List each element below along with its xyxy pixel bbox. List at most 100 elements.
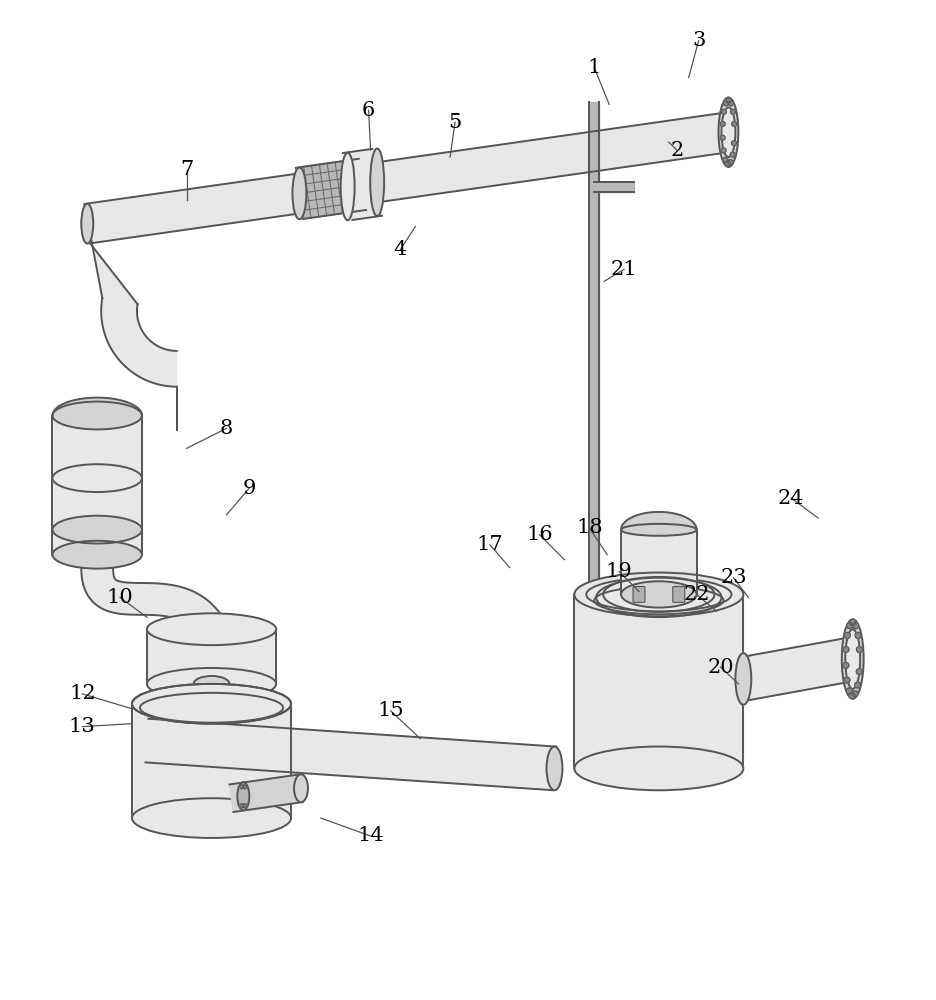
Text: 1: 1 — [588, 58, 601, 77]
Ellipse shape — [132, 798, 291, 838]
Polygon shape — [590, 102, 599, 709]
Ellipse shape — [147, 668, 276, 700]
Text: 13: 13 — [69, 717, 95, 736]
Circle shape — [722, 109, 726, 114]
Circle shape — [728, 160, 733, 165]
Ellipse shape — [736, 653, 752, 705]
Ellipse shape — [132, 684, 291, 724]
Ellipse shape — [575, 573, 743, 616]
Ellipse shape — [238, 782, 249, 810]
Ellipse shape — [586, 578, 731, 611]
Circle shape — [856, 632, 861, 638]
Text: 23: 23 — [720, 568, 747, 587]
Text: 17: 17 — [476, 535, 504, 554]
Circle shape — [240, 785, 244, 789]
Circle shape — [732, 121, 737, 126]
Circle shape — [732, 141, 737, 146]
Ellipse shape — [622, 524, 696, 536]
Circle shape — [855, 682, 860, 688]
Ellipse shape — [371, 149, 384, 216]
Circle shape — [723, 157, 728, 162]
Ellipse shape — [52, 516, 142, 544]
Polygon shape — [84, 204, 138, 304]
Circle shape — [852, 691, 858, 697]
Text: 2: 2 — [670, 141, 683, 160]
Text: 18: 18 — [576, 518, 603, 537]
Text: 12: 12 — [69, 684, 95, 703]
Polygon shape — [52, 398, 142, 416]
Text: 5: 5 — [448, 113, 461, 132]
Circle shape — [849, 693, 856, 699]
Polygon shape — [132, 704, 291, 818]
Circle shape — [856, 647, 862, 653]
Polygon shape — [622, 512, 696, 530]
Text: 20: 20 — [708, 658, 734, 677]
Text: 6: 6 — [362, 101, 375, 120]
Polygon shape — [101, 298, 177, 387]
Ellipse shape — [52, 541, 142, 569]
Ellipse shape — [52, 402, 142, 429]
Ellipse shape — [575, 747, 743, 790]
Circle shape — [242, 785, 247, 789]
Circle shape — [856, 669, 862, 675]
Polygon shape — [296, 159, 366, 219]
Text: 9: 9 — [242, 479, 256, 498]
Ellipse shape — [52, 464, 142, 492]
Circle shape — [730, 109, 736, 114]
Text: 19: 19 — [606, 562, 633, 581]
Circle shape — [724, 101, 728, 106]
Polygon shape — [84, 113, 731, 243]
Ellipse shape — [194, 676, 229, 692]
Ellipse shape — [132, 684, 291, 724]
FancyBboxPatch shape — [673, 586, 685, 602]
Circle shape — [721, 148, 726, 153]
Circle shape — [726, 98, 731, 103]
Ellipse shape — [841, 619, 864, 699]
Ellipse shape — [81, 204, 94, 244]
Ellipse shape — [341, 153, 355, 220]
Polygon shape — [594, 182, 634, 192]
Ellipse shape — [845, 629, 860, 689]
Circle shape — [853, 623, 858, 629]
Ellipse shape — [722, 107, 736, 157]
Text: 22: 22 — [683, 585, 709, 604]
Polygon shape — [739, 638, 856, 700]
Text: 7: 7 — [180, 160, 194, 179]
Ellipse shape — [719, 97, 739, 167]
Polygon shape — [575, 594, 743, 768]
Polygon shape — [52, 416, 142, 555]
Ellipse shape — [194, 696, 229, 712]
Ellipse shape — [603, 577, 714, 612]
Circle shape — [844, 677, 850, 683]
Circle shape — [850, 619, 856, 625]
Circle shape — [725, 161, 730, 166]
Circle shape — [720, 121, 725, 126]
Circle shape — [843, 647, 849, 653]
Polygon shape — [194, 684, 229, 704]
Ellipse shape — [622, 581, 696, 608]
Text: 16: 16 — [526, 525, 553, 544]
Text: 15: 15 — [377, 701, 403, 720]
Polygon shape — [81, 568, 224, 635]
Text: 14: 14 — [358, 826, 384, 845]
Circle shape — [844, 632, 850, 638]
Ellipse shape — [147, 613, 276, 645]
Text: 4: 4 — [394, 240, 407, 259]
Polygon shape — [145, 719, 556, 790]
Text: 24: 24 — [778, 489, 804, 508]
FancyBboxPatch shape — [633, 586, 645, 602]
Ellipse shape — [547, 747, 563, 790]
Polygon shape — [343, 149, 382, 220]
Circle shape — [720, 135, 725, 140]
Circle shape — [728, 101, 734, 106]
Circle shape — [846, 688, 852, 694]
Text: 10: 10 — [107, 588, 134, 607]
Polygon shape — [229, 775, 303, 812]
Ellipse shape — [294, 774, 308, 802]
Text: 3: 3 — [692, 31, 706, 50]
Text: 21: 21 — [611, 260, 637, 279]
Ellipse shape — [292, 168, 306, 219]
Circle shape — [240, 804, 244, 808]
Circle shape — [843, 662, 849, 668]
Polygon shape — [622, 530, 696, 594]
